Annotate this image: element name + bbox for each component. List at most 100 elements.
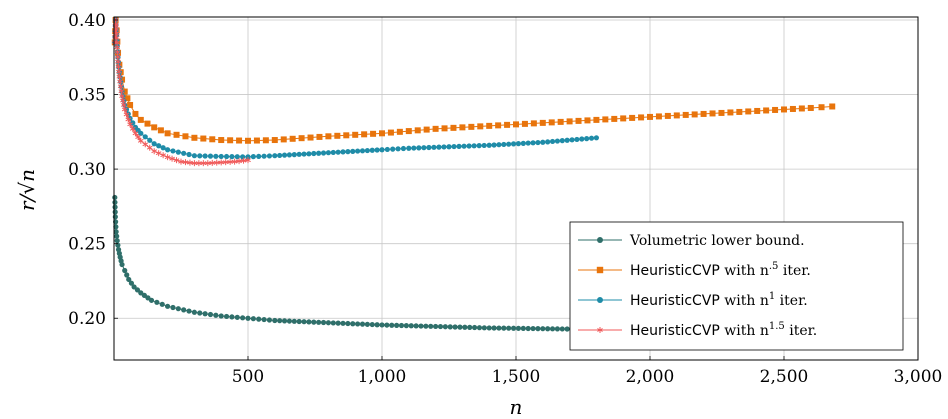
data-point: [405, 128, 412, 135]
data-point: [325, 150, 331, 156]
data-point: [515, 141, 522, 147]
data-point: [137, 116, 144, 123]
data-point: [829, 103, 836, 110]
data-point: [520, 325, 526, 332]
data-point: [147, 137, 153, 143]
data-point: [727, 109, 734, 116]
legend-label: Volumetric lower bound.: [629, 233, 805, 249]
data-point: [350, 148, 356, 154]
data-point: [281, 318, 288, 324]
data-point: [127, 101, 134, 108]
data-point: [495, 122, 502, 129]
data-point: [691, 111, 698, 118]
data-point: [510, 325, 517, 331]
data-point: [227, 137, 234, 144]
data-point: [468, 123, 475, 130]
data-point: [272, 317, 278, 324]
data-point: [164, 130, 171, 137]
data-point: [266, 153, 273, 159]
data-point: [187, 159, 193, 166]
data-point: [316, 150, 322, 156]
data-point: [156, 143, 162, 149]
data-point: [477, 123, 484, 130]
data-point: [629, 114, 636, 121]
data-point: [119, 261, 125, 268]
data-point: [296, 151, 302, 157]
data-point: [359, 148, 366, 154]
y-tick-label: 0.30: [68, 160, 106, 180]
x-tick-label: 2,500: [760, 367, 809, 387]
data-point: [335, 320, 341, 326]
data-point: [218, 313, 224, 319]
data-point: [250, 316, 256, 322]
data-point: [132, 130, 139, 137]
legend: Volumetric lower bound. HeuristicCVP with…: [569, 221, 904, 351]
data-point: [301, 319, 307, 325]
data-point: [588, 135, 595, 141]
data-point: [426, 144, 432, 151]
data-point: [117, 83, 124, 90]
data-point: [745, 108, 752, 115]
data-point: [330, 320, 336, 326]
data-point: [345, 149, 351, 155]
data-point: [160, 145, 166, 151]
data-point: [182, 133, 189, 140]
data-point: [223, 313, 230, 320]
data-point: [130, 120, 136, 126]
data-point: [151, 141, 157, 147]
data-point: [496, 325, 502, 331]
data-point: [181, 150, 187, 156]
data-point: [196, 160, 202, 167]
data-point: [486, 142, 492, 148]
data-point: [446, 144, 452, 150]
data-point: [566, 118, 573, 125]
data-point: [126, 276, 132, 283]
data-point: [291, 318, 297, 324]
data-point: [413, 323, 419, 329]
data-point: [521, 120, 528, 127]
data-point: [433, 323, 439, 330]
data-point: [400, 145, 407, 152]
data-point: [441, 144, 447, 150]
data-point: [250, 154, 256, 160]
legend-entry: HeuristicCVP with n.5 iter.: [578, 261, 811, 279]
data-point: [236, 158, 242, 165]
data-point: [384, 146, 390, 153]
data-point: [128, 280, 135, 286]
data-point: [311, 319, 317, 325]
data-point: [202, 153, 208, 159]
data-point: [280, 136, 287, 143]
data-point: [450, 124, 457, 131]
data-point: [655, 113, 662, 120]
data-point: [325, 133, 332, 140]
data-point: [307, 134, 314, 141]
data-point: [191, 134, 198, 141]
data-point: [387, 129, 394, 136]
data-point: [256, 153, 262, 160]
data-point: [506, 141, 512, 147]
data-point: [364, 147, 370, 154]
data-point: [369, 321, 375, 328]
data-point: [343, 132, 350, 139]
data-point: [245, 315, 251, 321]
data-point: [559, 138, 565, 144]
data-point: [414, 127, 421, 134]
data-point: [396, 128, 403, 135]
data-point: [113, 229, 119, 235]
data-point: [240, 315, 246, 321]
data-point: [548, 119, 555, 126]
ticks: 500 1,000 1,500 2,000 2,500 3,000 0.20 0.25 0.30…: [68, 11, 942, 387]
data-point: [334, 132, 341, 139]
data-point: [486, 122, 493, 129]
data-point: [218, 137, 225, 144]
series-4: [111, 16, 251, 167]
data-point: [182, 159, 189, 166]
data-point: [245, 137, 251, 144]
data-point: [584, 136, 590, 142]
data-point: [114, 233, 120, 239]
y-tick-label: 0.20: [68, 309, 106, 329]
data-point: [124, 272, 130, 278]
data-point: [481, 142, 487, 149]
data-point: [122, 267, 128, 274]
